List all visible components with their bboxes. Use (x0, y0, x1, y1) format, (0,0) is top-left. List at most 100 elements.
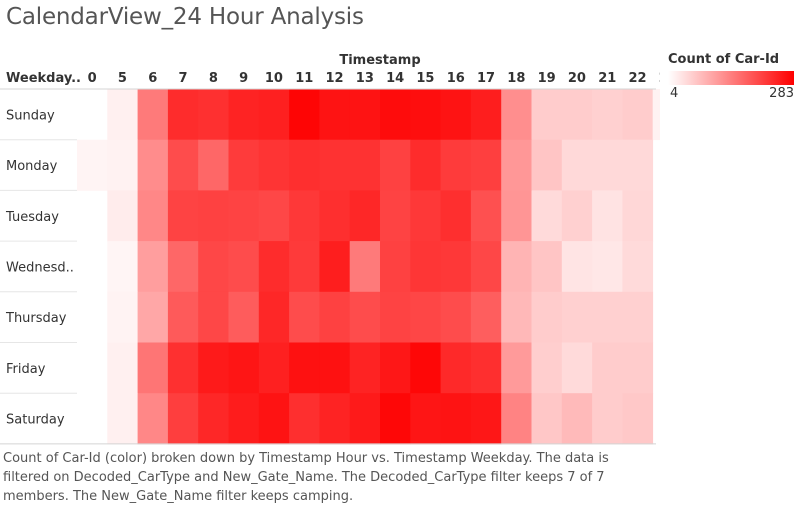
heatmap-cell[interactable] (137, 241, 169, 293)
heatmap-cell[interactable] (561, 342, 593, 394)
heatmap-cell[interactable] (561, 393, 593, 445)
heatmap-cell[interactable] (561, 190, 593, 242)
heatmap-cell[interactable] (228, 190, 260, 242)
heatmap-cell[interactable] (380, 89, 411, 141)
heatmap-cell[interactable] (289, 342, 320, 394)
heatmap-cell[interactable] (410, 139, 441, 191)
heatmap-cell[interactable] (531, 241, 563, 293)
heatmap-cell[interactable] (228, 89, 260, 141)
heatmap-cell[interactable] (167, 241, 199, 293)
heatmap-cell[interactable] (228, 393, 260, 445)
heatmap-cell[interactable] (349, 291, 381, 343)
heatmap-cell[interactable] (319, 190, 351, 242)
heatmap-cell[interactable] (167, 291, 199, 343)
heatmap-cell[interactable] (228, 241, 260, 293)
heatmap-cell[interactable] (319, 241, 351, 293)
heatmap-cell[interactable] (137, 139, 169, 191)
heatmap-cell[interactable] (198, 241, 229, 293)
heatmap-cell[interactable] (531, 342, 563, 394)
heatmap-cell[interactable] (622, 190, 654, 242)
heatmap-cell[interactable] (107, 139, 138, 191)
heatmap-cell[interactable] (137, 291, 169, 343)
heatmap-cell[interactable] (410, 342, 441, 394)
heatmap-cell[interactable] (380, 241, 411, 293)
heatmap-cell[interactable] (501, 241, 532, 293)
heatmap-cell[interactable] (349, 393, 381, 445)
heatmap-cell[interactable] (228, 291, 260, 343)
heatmap-cell[interactable] (622, 241, 654, 293)
heatmap-cell[interactable] (470, 139, 502, 191)
heatmap-cell[interactable] (592, 241, 623, 293)
heatmap-cell[interactable] (107, 291, 138, 343)
heatmap-cell[interactable] (531, 190, 563, 242)
heatmap-cell[interactable] (167, 139, 199, 191)
heatmap-cell[interactable] (410, 291, 441, 343)
heatmap-cell[interactable] (198, 190, 229, 242)
heatmap-cell[interactable] (561, 241, 593, 293)
heatmap-cell[interactable] (380, 291, 411, 343)
heatmap-cell[interactable] (592, 291, 623, 343)
heatmap-cell[interactable] (592, 190, 623, 242)
heatmap-cell[interactable] (440, 291, 472, 343)
heatmap-cell[interactable] (410, 89, 441, 141)
heatmap-cell[interactable] (258, 393, 290, 445)
heatmap-cell[interactable] (289, 241, 320, 293)
heatmap-cell[interactable] (470, 241, 502, 293)
heatmap-cell[interactable] (107, 241, 138, 293)
heatmap-cell[interactable] (167, 89, 199, 141)
heatmap-cell[interactable] (501, 190, 532, 242)
heatmap-cell[interactable] (137, 342, 169, 394)
heatmap-cell[interactable] (258, 89, 290, 141)
heatmap-cell[interactable] (592, 393, 623, 445)
heatmap-cell[interactable] (258, 190, 290, 242)
heatmap-cell[interactable] (319, 291, 351, 343)
heatmap-cell[interactable] (198, 139, 229, 191)
heatmap-cell[interactable] (501, 89, 532, 141)
heatmap-cell[interactable] (622, 393, 654, 445)
heatmap-cell[interactable] (501, 139, 532, 191)
heatmap-cell[interactable] (289, 393, 320, 445)
heatmap-cell[interactable] (198, 291, 229, 343)
heatmap-cell[interactable] (501, 291, 532, 343)
heatmap-cell[interactable] (561, 139, 593, 191)
heatmap-cell[interactable] (198, 89, 229, 141)
heatmap-cell[interactable] (470, 89, 502, 141)
heatmap-cell[interactable] (410, 241, 441, 293)
heatmap-cell[interactable] (349, 190, 381, 242)
heatmap-cell[interactable] (380, 393, 411, 445)
heatmap-cell[interactable] (137, 190, 169, 242)
heatmap-cell[interactable] (531, 89, 563, 141)
heatmap-cell[interactable] (289, 190, 320, 242)
heatmap-cell[interactable] (198, 342, 229, 394)
heatmap-cell[interactable] (349, 241, 381, 293)
heatmap-cell[interactable] (349, 139, 381, 191)
heatmap-cell[interactable] (592, 89, 623, 141)
heatmap-cell[interactable] (440, 89, 472, 141)
heatmap-cell[interactable] (319, 139, 351, 191)
heatmap-cell[interactable] (470, 291, 502, 343)
heatmap-cell[interactable] (380, 139, 411, 191)
heatmap-cell[interactable] (228, 139, 260, 191)
heatmap-cell[interactable] (258, 291, 290, 343)
heatmap-cell[interactable] (440, 342, 472, 394)
heatmap-cell[interactable] (258, 342, 290, 394)
heatmap-cell[interactable] (440, 241, 472, 293)
heatmap-cell[interactable] (410, 190, 441, 242)
heatmap-cell[interactable] (167, 190, 199, 242)
heatmap-cell[interactable] (440, 393, 472, 445)
heatmap-cell[interactable] (470, 342, 502, 394)
heatmap-cell[interactable] (622, 342, 654, 394)
heatmap-cell[interactable] (198, 393, 229, 445)
heatmap-cell[interactable] (380, 342, 411, 394)
heatmap-cell[interactable] (561, 291, 593, 343)
heatmap-cell[interactable] (167, 393, 199, 445)
heatmap-cell[interactable] (107, 190, 138, 242)
heatmap-cell[interactable] (622, 139, 654, 191)
heatmap-cell[interactable] (592, 139, 623, 191)
heatmap-cell[interactable] (531, 291, 563, 343)
heatmap-cell[interactable] (167, 342, 199, 394)
heatmap-cell[interactable] (289, 291, 320, 343)
heatmap-cell[interactable] (258, 241, 290, 293)
heatmap-cell[interactable] (531, 393, 563, 445)
heatmap-cell[interactable] (622, 89, 654, 141)
